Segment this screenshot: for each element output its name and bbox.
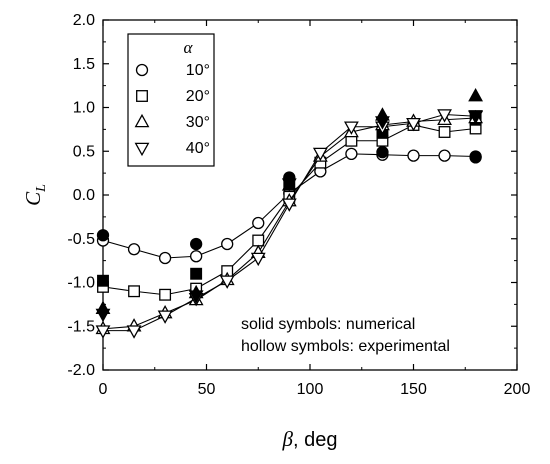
legend-marker [134, 113, 150, 128]
experimental-point [252, 234, 265, 247]
x-tick-label: 200 [504, 381, 531, 398]
series-layer [95, 87, 484, 339]
series-40° [95, 109, 484, 339]
numerical-point [375, 116, 390, 130]
numerical-point [468, 87, 484, 102]
y-tick-label: -1.0 [67, 275, 95, 292]
experimental-point [250, 252, 266, 267]
y-tick-label: 1.0 [73, 100, 95, 117]
experimental-point [126, 325, 142, 339]
axis-titles: β, deg CL [21, 184, 337, 451]
experimental-point [127, 243, 141, 256]
experimental-point [312, 147, 328, 162]
x-axis-unit: , deg [293, 429, 337, 451]
x-tick-label: 100 [297, 381, 324, 398]
experimental-point [157, 310, 173, 324]
numerical-point [281, 178, 297, 192]
y-tick-label: -2.0 [67, 362, 95, 379]
numerical-point [189, 237, 203, 251]
y-tick-label: 2.0 [73, 12, 95, 29]
x-axis-symbol: β [282, 427, 294, 451]
experimental-point [407, 149, 420, 162]
numerical-point [95, 308, 111, 323]
experimental-point [281, 198, 297, 212]
y-axis-symbol: C [21, 191, 45, 206]
numerical-point [190, 267, 203, 280]
experimental-point [95, 325, 111, 339]
numerical-point [469, 151, 482, 164]
experimental-point [189, 250, 203, 263]
experimental-point [158, 251, 172, 265]
x-tick-label: 150 [400, 381, 427, 398]
annotations: solid symbols: numerical hollow symbols: … [241, 316, 450, 355]
y-axis-subscript: L [34, 184, 49, 193]
experimental-point [252, 216, 265, 230]
numerical-point [97, 274, 109, 287]
experimental-point [221, 237, 234, 251]
experimental-point [438, 149, 451, 162]
annotation-text: hollow symbols: experimental [241, 338, 450, 355]
experimental-point [219, 275, 235, 289]
experimental-point [159, 288, 172, 301]
annotation-text: solid symbols: numerical [241, 316, 415, 333]
legend-marker [134, 142, 150, 157]
legend-marker [135, 63, 149, 77]
legend: α 10° 20° 30° 40° [127, 33, 215, 167]
axis-ticks: 0 50 100 150 200 -2.0 -1.5 -1.0 -0.5 0.0 0.5 1.0 1.5… [67, 12, 530, 398]
legend-label: 10° [186, 62, 210, 79]
y-tick-label: 0.5 [73, 143, 95, 160]
x-tick-label: 0 [99, 381, 108, 398]
y-axis-title: CL [21, 184, 49, 206]
experimental-point [437, 109, 452, 123]
experimental-point [343, 121, 359, 135]
experimental-point [406, 118, 421, 132]
experimental-point [345, 147, 358, 161]
numerical-point [96, 229, 110, 242]
y-tick-label: 0.0 [73, 187, 95, 204]
numerical-point [376, 145, 389, 159]
legend-label: 30° [186, 114, 210, 131]
legend-label: 20° [186, 88, 210, 105]
legend-title: α [184, 38, 194, 57]
experimental-point [128, 285, 141, 298]
x-axis-title: β, deg [282, 427, 338, 451]
y-tick-label: -0.5 [67, 231, 95, 248]
legend-marker [136, 90, 148, 102]
y-tick-label: -1.5 [67, 318, 95, 335]
numerical-point [188, 290, 204, 304]
experimental-point [438, 126, 451, 138]
y-tick-label: 1.5 [73, 56, 95, 73]
legend-label: 40° [186, 140, 210, 157]
x-tick-label: 50 [198, 381, 216, 398]
numerical-point [468, 110, 484, 124]
